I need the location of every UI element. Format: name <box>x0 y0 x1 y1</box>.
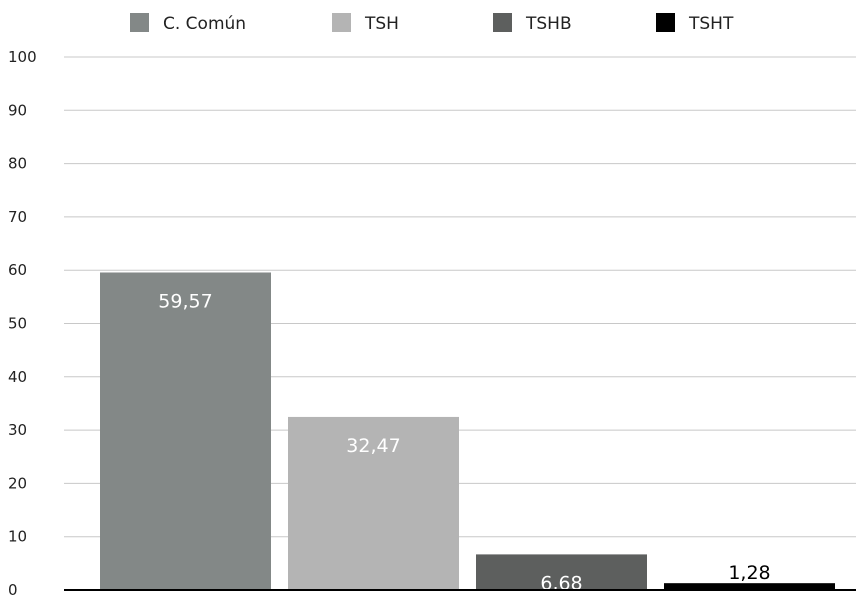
bars <box>100 272 835 590</box>
legend-label: TSHT <box>688 14 734 34</box>
y-tick-label: 50 <box>8 315 27 333</box>
y-tick-label: 0 <box>8 581 18 596</box>
y-tick-label: 10 <box>8 528 27 546</box>
bar-value-label: 59,57 <box>158 290 212 312</box>
bar-value-label: 6,68 <box>540 572 582 594</box>
legend-label: C. Común <box>163 14 246 34</box>
y-tick-label: 70 <box>8 208 27 226</box>
bar <box>288 416 459 590</box>
y-axis-ticks: 0 10 20 30 40 50 60 70 80 90 100 <box>8 48 37 596</box>
bar <box>100 272 271 590</box>
y-tick-label: 30 <box>8 421 27 439</box>
legend-swatch <box>130 13 149 32</box>
legend-swatch <box>493 13 512 32</box>
bar-value-labels: 59,57 32,47 6,68 1,28 <box>158 290 770 594</box>
y-tick-label: 80 <box>8 155 27 173</box>
y-tick-label: 20 <box>8 474 27 492</box>
bar-value-label: 32,47 <box>346 435 400 457</box>
bar <box>476 554 647 590</box>
legend-label: TSH <box>364 14 399 34</box>
bar-value-label: 1,28 <box>728 562 770 584</box>
bar <box>664 583 835 590</box>
legend-swatch <box>656 13 675 32</box>
legend-label: TSHB <box>525 14 572 34</box>
legend: C. Común TSH TSHB TSHT <box>130 13 734 34</box>
legend-swatch <box>332 13 351 32</box>
y-tick-label: 90 <box>8 101 27 119</box>
y-tick-label: 40 <box>8 368 27 386</box>
y-tick-label: 60 <box>8 261 27 279</box>
y-tick-label: 100 <box>8 48 37 66</box>
